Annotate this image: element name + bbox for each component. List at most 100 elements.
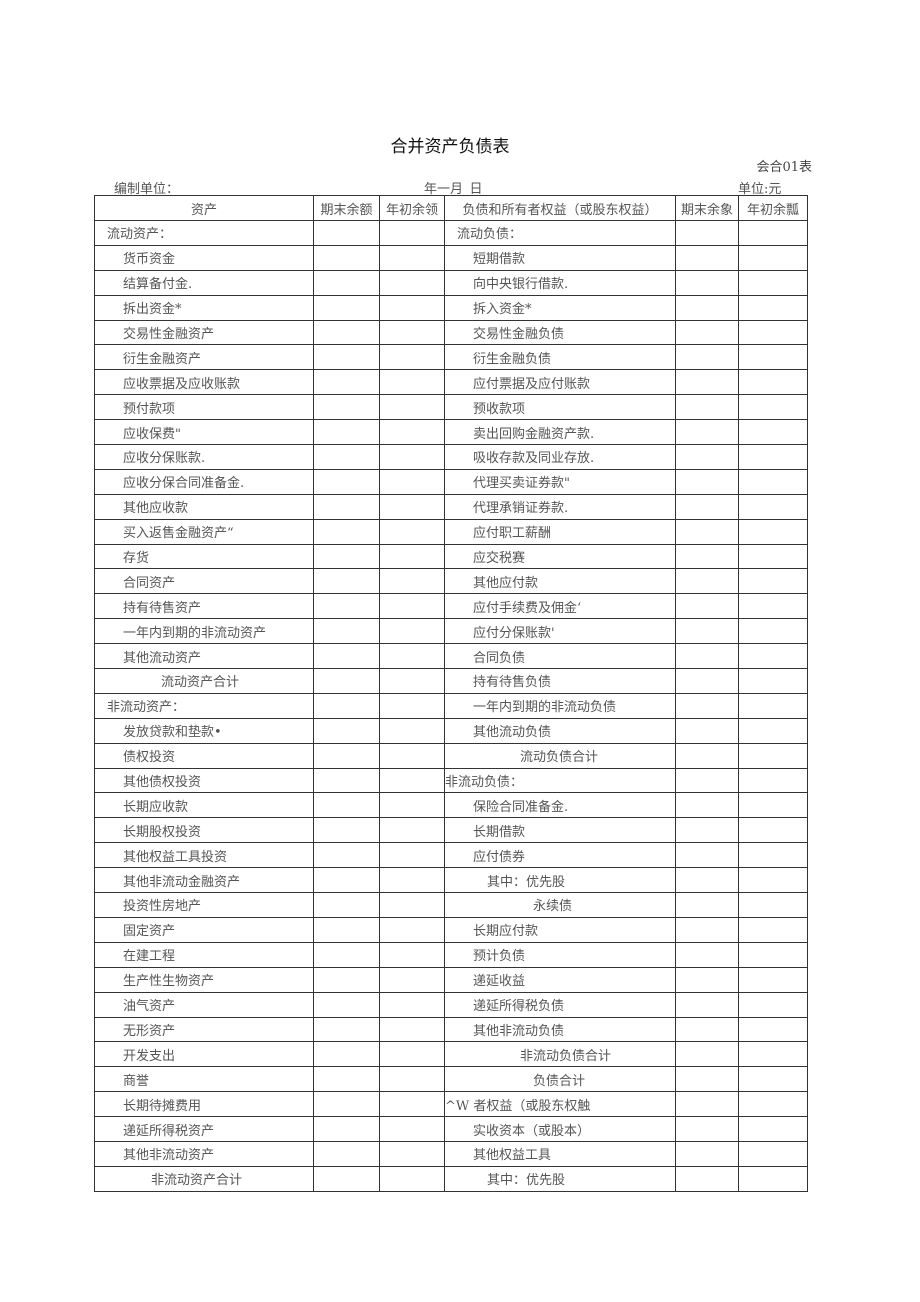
- liability-begin-balance-cell[interactable]: [738, 319, 808, 346]
- liability-begin-balance-cell[interactable]: [738, 344, 808, 371]
- liability-begin-balance-cell[interactable]: [738, 742, 808, 769]
- asset-end-balance-cell[interactable]: [313, 369, 380, 396]
- liability-begin-balance-cell[interactable]: [738, 1041, 808, 1068]
- liability-begin-balance-cell[interactable]: [738, 792, 808, 819]
- asset-end-balance-cell[interactable]: [313, 692, 380, 719]
- liability-end-balance-cell[interactable]: [675, 842, 739, 869]
- asset-end-balance-cell[interactable]: [313, 1165, 380, 1192]
- liability-begin-balance-cell[interactable]: [738, 643, 808, 670]
- asset-begin-balance-cell[interactable]: [379, 344, 445, 371]
- liability-end-balance-cell[interactable]: [675, 1140, 739, 1167]
- liability-end-balance-cell[interactable]: [675, 916, 739, 943]
- asset-begin-balance-cell[interactable]: [379, 742, 445, 769]
- liability-end-balance-cell[interactable]: [675, 543, 739, 570]
- liability-begin-balance-cell[interactable]: [738, 1091, 808, 1118]
- liability-end-balance-cell[interactable]: [675, 220, 739, 246]
- liability-end-balance-cell[interactable]: [675, 991, 739, 1018]
- asset-begin-balance-cell[interactable]: [379, 1165, 445, 1192]
- asset-begin-balance-cell[interactable]: [379, 518, 445, 545]
- liability-end-balance-cell[interactable]: [675, 394, 739, 421]
- asset-begin-balance-cell[interactable]: [379, 643, 445, 670]
- liability-end-balance-cell[interactable]: [675, 369, 739, 396]
- liability-end-balance-cell[interactable]: [675, 941, 739, 968]
- asset-begin-balance-cell[interactable]: [379, 941, 445, 968]
- liability-begin-balance-cell[interactable]: [738, 294, 808, 321]
- asset-end-balance-cell[interactable]: [313, 742, 380, 769]
- asset-end-balance-cell[interactable]: [313, 966, 380, 993]
- asset-begin-balance-cell[interactable]: [379, 369, 445, 396]
- liability-end-balance-cell[interactable]: [675, 269, 739, 296]
- liability-begin-balance-cell[interactable]: [738, 767, 808, 794]
- asset-end-balance-cell[interactable]: [313, 493, 380, 520]
- liability-end-balance-cell[interactable]: [675, 518, 739, 545]
- liability-begin-balance-cell[interactable]: [738, 842, 808, 869]
- liability-begin-balance-cell[interactable]: [738, 369, 808, 396]
- liability-end-balance-cell[interactable]: [675, 468, 739, 495]
- asset-end-balance-cell[interactable]: [313, 394, 380, 421]
- liability-end-balance-cell[interactable]: [675, 668, 739, 694]
- asset-end-balance-cell[interactable]: [313, 244, 380, 271]
- liability-begin-balance-cell[interactable]: [738, 668, 808, 694]
- liability-end-balance-cell[interactable]: [675, 717, 739, 744]
- liability-end-balance-cell[interactable]: [675, 618, 739, 645]
- liability-end-balance-cell[interactable]: [675, 568, 739, 595]
- asset-end-balance-cell[interactable]: [313, 1091, 380, 1118]
- liability-end-balance-cell[interactable]: [675, 742, 739, 769]
- asset-end-balance-cell[interactable]: [313, 269, 380, 296]
- asset-end-balance-cell[interactable]: [313, 468, 380, 495]
- liability-begin-balance-cell[interactable]: [738, 1116, 808, 1142]
- asset-begin-balance-cell[interactable]: [379, 1066, 445, 1093]
- asset-end-balance-cell[interactable]: [313, 220, 380, 246]
- asset-end-balance-cell[interactable]: [313, 618, 380, 645]
- liability-end-balance-cell[interactable]: [675, 767, 739, 794]
- asset-begin-balance-cell[interactable]: [379, 892, 445, 918]
- liability-end-balance-cell[interactable]: [675, 892, 739, 918]
- asset-end-balance-cell[interactable]: [313, 543, 380, 570]
- liability-begin-balance-cell[interactable]: [738, 543, 808, 570]
- asset-end-balance-cell[interactable]: [313, 717, 380, 744]
- liability-end-balance-cell[interactable]: [675, 319, 739, 346]
- asset-end-balance-cell[interactable]: [313, 916, 380, 943]
- asset-end-balance-cell[interactable]: [313, 444, 380, 470]
- liability-end-balance-cell[interactable]: [675, 493, 739, 520]
- asset-end-balance-cell[interactable]: [313, 892, 380, 918]
- asset-begin-balance-cell[interactable]: [379, 1016, 445, 1043]
- asset-end-balance-cell[interactable]: [313, 668, 380, 694]
- asset-end-balance-cell[interactable]: [313, 344, 380, 371]
- liability-begin-balance-cell[interactable]: [738, 892, 808, 918]
- liability-end-balance-cell[interactable]: [675, 1091, 739, 1118]
- asset-begin-balance-cell[interactable]: [379, 916, 445, 943]
- asset-begin-balance-cell[interactable]: [379, 444, 445, 470]
- liability-end-balance-cell[interactable]: [675, 1041, 739, 1068]
- asset-begin-balance-cell[interactable]: [379, 668, 445, 694]
- asset-end-balance-cell[interactable]: [313, 792, 380, 819]
- liability-end-balance-cell[interactable]: [675, 817, 739, 844]
- liability-begin-balance-cell[interactable]: [738, 1066, 808, 1093]
- liability-begin-balance-cell[interactable]: [738, 244, 808, 271]
- liability-begin-balance-cell[interactable]: [738, 991, 808, 1018]
- asset-begin-balance-cell[interactable]: [379, 867, 445, 894]
- liability-begin-balance-cell[interactable]: [738, 717, 808, 744]
- liability-end-balance-cell[interactable]: [675, 1165, 739, 1192]
- asset-begin-balance-cell[interactable]: [379, 568, 445, 595]
- asset-end-balance-cell[interactable]: [313, 593, 380, 620]
- asset-end-balance-cell[interactable]: [313, 1140, 380, 1167]
- asset-begin-balance-cell[interactable]: [379, 269, 445, 296]
- asset-end-balance-cell[interactable]: [313, 1041, 380, 1068]
- asset-begin-balance-cell[interactable]: [379, 220, 445, 246]
- liability-begin-balance-cell[interactable]: [738, 269, 808, 296]
- asset-begin-balance-cell[interactable]: [379, 419, 445, 446]
- liability-end-balance-cell[interactable]: [675, 419, 739, 446]
- asset-begin-balance-cell[interactable]: [379, 767, 445, 794]
- asset-end-balance-cell[interactable]: [313, 643, 380, 670]
- asset-end-balance-cell[interactable]: [313, 767, 380, 794]
- liability-end-balance-cell[interactable]: [675, 593, 739, 620]
- asset-begin-balance-cell[interactable]: [379, 319, 445, 346]
- asset-end-balance-cell[interactable]: [313, 1116, 380, 1142]
- liability-begin-balance-cell[interactable]: [738, 468, 808, 495]
- asset-begin-balance-cell[interactable]: [379, 717, 445, 744]
- asset-begin-balance-cell[interactable]: [379, 1140, 445, 1167]
- asset-begin-balance-cell[interactable]: [379, 493, 445, 520]
- asset-end-balance-cell[interactable]: [313, 319, 380, 346]
- liability-begin-balance-cell[interactable]: [738, 1165, 808, 1192]
